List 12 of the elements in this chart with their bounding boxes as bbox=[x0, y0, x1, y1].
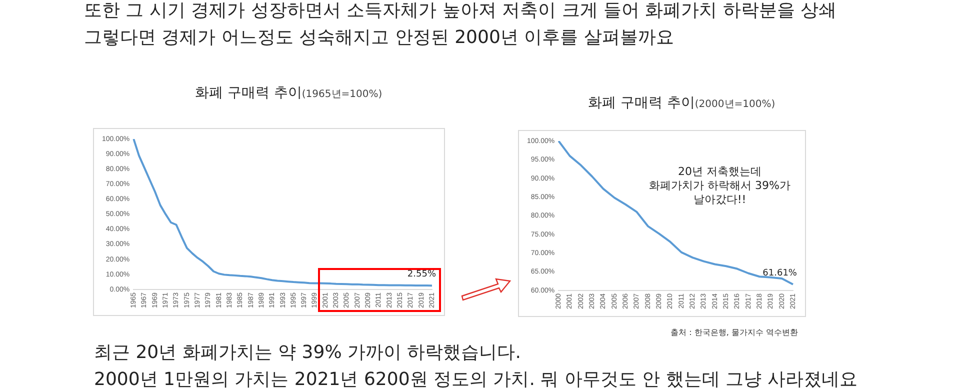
data-label: 61.61% bbox=[762, 268, 798, 278]
chart-subtitle: (1965년=100%) bbox=[302, 89, 382, 100]
chart-subtitle: (2000년=100%) bbox=[694, 99, 776, 110]
text: 최근 20년 화폐가치는 약 39% 가까이 하락했습니다. bbox=[94, 342, 521, 364]
chart-title: 화폐 구매력 추이 bbox=[195, 85, 302, 101]
source-note: 출처 : 한국은행, 물가지수 역수변환 bbox=[670, 327, 798, 338]
text: 그렇다면 경제가 어느정도 성숙해지고 안정된 2000년 이후를 살펴볼까요 bbox=[84, 27, 674, 49]
annotation: 20년 저축했는데 화폐가치가 하락해서 39%가 날아갔다!! bbox=[649, 165, 790, 207]
data-label: 2.55% bbox=[407, 269, 436, 280]
text: 또한 그 시기 경제가 성장하면서 소득자체가 높아져 저축이 크게 들어 화폐가치 하락분을 상쇄 bbox=[84, 0, 837, 22]
chart-title: 화폐 구매력 추이 bbox=[588, 95, 695, 111]
text: 2000년 1만원의 가치는 2021년 6200원 정도의 가치. 뭐 아무것도 안 했는데 그냥 사라졌네요 bbox=[94, 369, 858, 391]
